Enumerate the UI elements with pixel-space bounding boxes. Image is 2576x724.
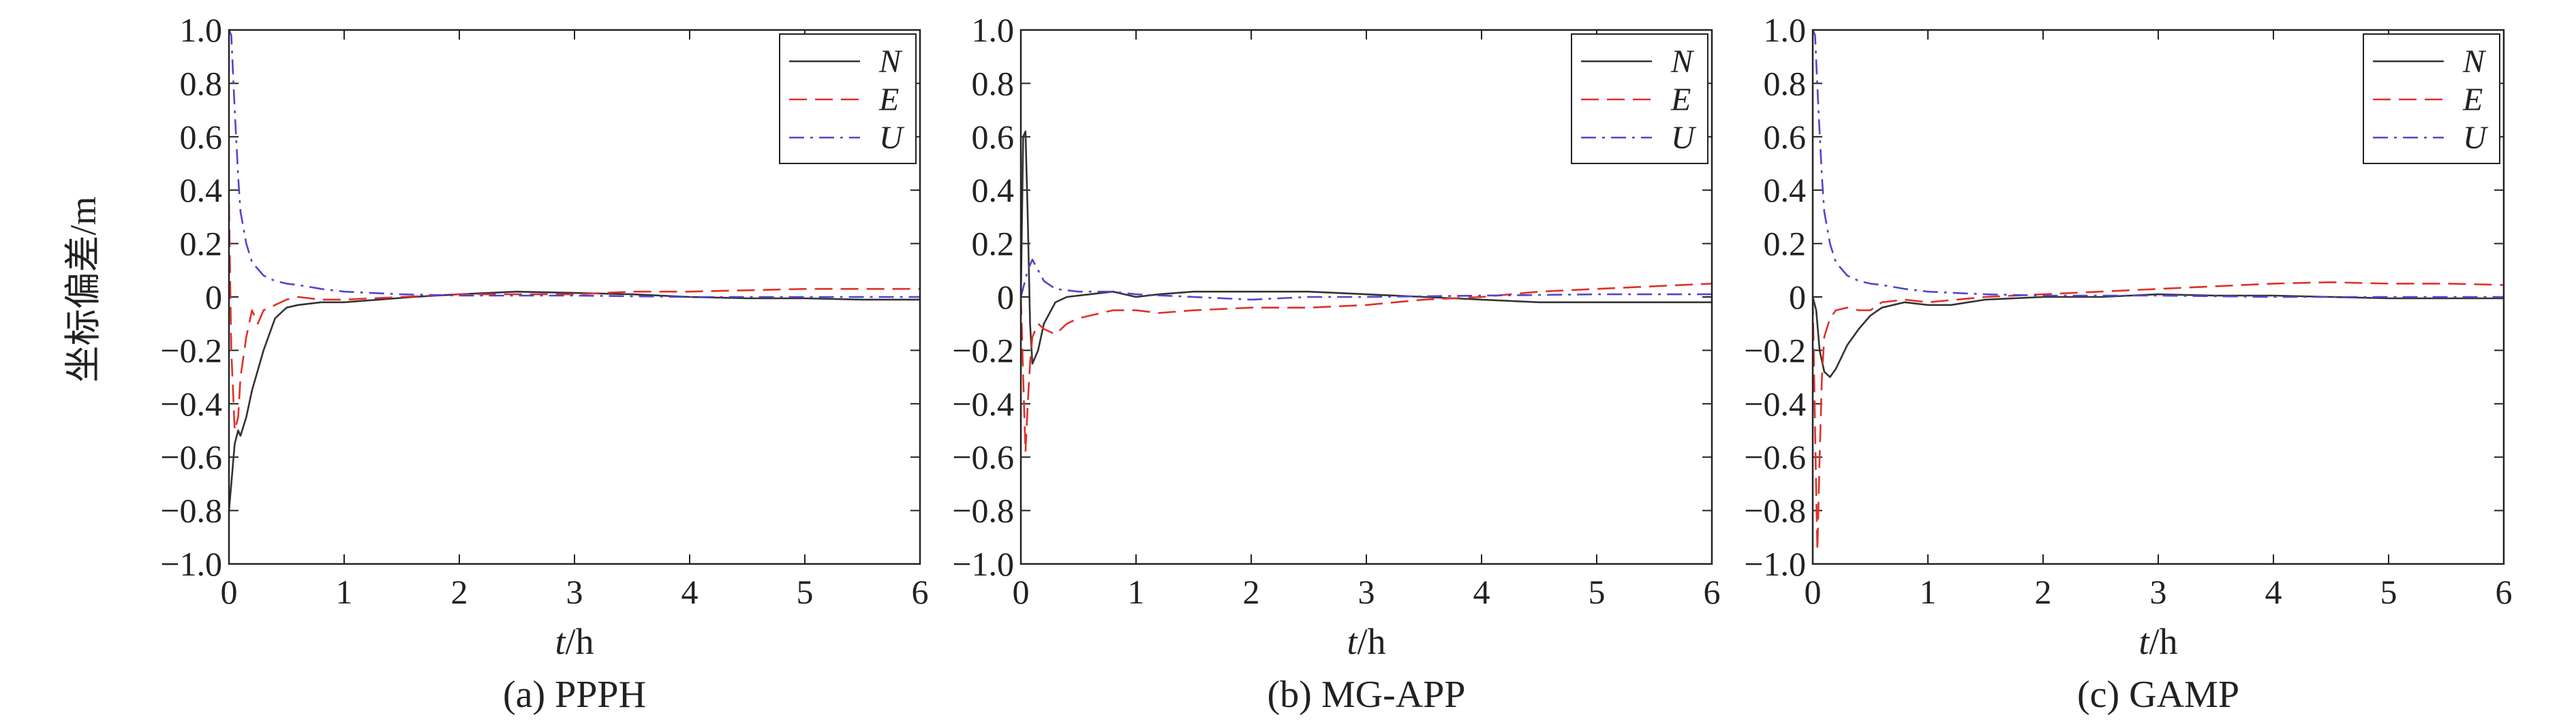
x-tick-label: 6 <box>1704 573 1721 611</box>
y-tick-label: 0.4 <box>972 171 1015 209</box>
x-tick-label: 1 <box>1920 573 1937 611</box>
x-axis-label-unit: /h <box>1358 621 1386 662</box>
legend-label-E: E <box>2462 82 2483 118</box>
y-tick-label: −0.2 <box>1744 331 1806 369</box>
y-tick-label: −0.2 <box>160 331 222 369</box>
x-tick-label: 4 <box>1473 573 1490 611</box>
x-tick-label: 6 <box>2496 573 2513 611</box>
y-tick-label: −0.8 <box>160 492 222 530</box>
y-tick-label: −0.4 <box>952 385 1014 423</box>
series-line-N <box>1021 130 1712 365</box>
series-line-U <box>229 30 920 298</box>
series-line-E <box>1813 281 2504 552</box>
x-tick-label: 6 <box>912 573 929 611</box>
y-tick-label: −1.0 <box>1744 545 1806 583</box>
plot-frame <box>1811 29 2505 565</box>
x-tick-label: 2 <box>451 573 468 611</box>
y-tick-label: 1.0 <box>972 11 1015 49</box>
x-axis-label: t/h <box>2138 621 2177 662</box>
y-tick-label: 1.0 <box>1764 11 1807 49</box>
y-tick-label: 0 <box>205 278 222 316</box>
plot-frame <box>228 29 921 565</box>
x-tick-label: 3 <box>2150 573 2167 611</box>
x-tick-label: 4 <box>681 573 699 611</box>
y-tick-label: −0.8 <box>952 492 1014 530</box>
x-tick-label: 0 <box>1013 573 1030 611</box>
x-tick-label: 3 <box>566 573 583 611</box>
series-line-E <box>229 203 920 432</box>
legend-label-U: U <box>2463 120 2489 156</box>
panel-b: 0 1 2 3 4 5 6 1.0 0.8 0.6 0.4 0.2 0 −0.2 −0.4 −0.6 −0.8 −… <box>952 11 1720 716</box>
y-tick-label: 1.0 <box>180 11 223 49</box>
y-tick-label: 0.4 <box>180 171 223 209</box>
y-axis-label: 坐标偏差/m <box>63 196 104 382</box>
panel-c: 0 1 2 3 4 5 6 1.0 0.8 0.6 0.4 0.2 0 −0.2 −0.4 −0.6 −0.8 −… <box>1744 11 2512 716</box>
x-axis-label-unit: /h <box>2149 621 2178 662</box>
y-tick-label: −0.6 <box>952 438 1014 476</box>
x-tick-label: 5 <box>2380 573 2397 611</box>
y-tick-label: 0.2 <box>972 225 1015 263</box>
y-tick-label: 0.6 <box>1764 118 1807 156</box>
legend-label-U: U <box>1671 120 1697 156</box>
y-tick-label: −0.2 <box>952 331 1014 369</box>
x-tick-label: 0 <box>221 573 238 611</box>
legend-label-U: U <box>879 120 905 156</box>
x-axis-label-unit: /h <box>566 621 594 662</box>
x-tick-label: 5 <box>1589 573 1606 611</box>
y-tick-label: −1.0 <box>952 545 1014 583</box>
x-tick-label: 2 <box>2035 573 2052 611</box>
x-axis-label: t/h <box>555 621 594 662</box>
series-line-U <box>1813 30 2504 298</box>
y-tick-label: 0.2 <box>1764 225 1807 263</box>
legend-label-E: E <box>878 82 899 118</box>
y-tick-label: −0.8 <box>1744 492 1806 530</box>
x-tick-label: 0 <box>1805 573 1822 611</box>
x-tick-label: 3 <box>1358 573 1375 611</box>
y-tick-label: 0.6 <box>972 118 1015 156</box>
y-tick-label: 0.8 <box>1764 64 1807 102</box>
x-tick-label: 1 <box>1128 573 1145 611</box>
x-tick-label: 2 <box>1243 573 1260 611</box>
y-tick-label: 0 <box>1789 278 1806 316</box>
legend-label-N: N <box>2462 44 2487 80</box>
series-line-U <box>1021 258 1712 301</box>
panel-a: 0 1 2 3 4 5 6 1.0 0.8 0.6 0.4 0.2 0 −0.2 −0.4 −0.6 −0.8 −… <box>160 11 928 716</box>
series-line-N <box>1813 293 2504 378</box>
x-tick-label: 1 <box>336 573 353 611</box>
y-tick-label: 0.8 <box>972 64 1015 102</box>
x-axis-label-var: t <box>555 621 566 662</box>
panel-caption: (b) MG-APP <box>1268 674 1466 716</box>
y-tick-label: −0.4 <box>1744 385 1806 423</box>
x-axis-label: t/h <box>1347 621 1385 662</box>
y-tick-label: −1.0 <box>160 545 222 583</box>
y-tick-label: 0.4 <box>1764 171 1807 209</box>
x-axis-label-var: t <box>1347 621 1358 662</box>
y-tick-label: 0.8 <box>180 64 223 102</box>
legend-label-N: N <box>1670 44 1695 80</box>
y-tick-label: −0.4 <box>160 385 222 423</box>
y-tick-label: −0.6 <box>1744 438 1806 476</box>
legend-label-N: N <box>878 44 903 80</box>
x-tick-label: 4 <box>2265 573 2282 611</box>
panel-caption: (c) GAMP <box>2077 674 2239 716</box>
y-tick-label: 0.2 <box>180 225 223 263</box>
y-tick-label: 0.6 <box>180 118 223 156</box>
legend-label-E: E <box>1670 82 1691 118</box>
series-line-E <box>1021 283 1712 453</box>
y-tick-label: −0.6 <box>160 438 222 476</box>
y-tick-label: 0 <box>997 278 1014 316</box>
x-axis-label-var: t <box>2138 621 2150 662</box>
plot-frame <box>1019 29 1713 565</box>
panel-caption: (a) PPPH <box>503 674 646 716</box>
x-tick-label: 5 <box>797 573 814 611</box>
